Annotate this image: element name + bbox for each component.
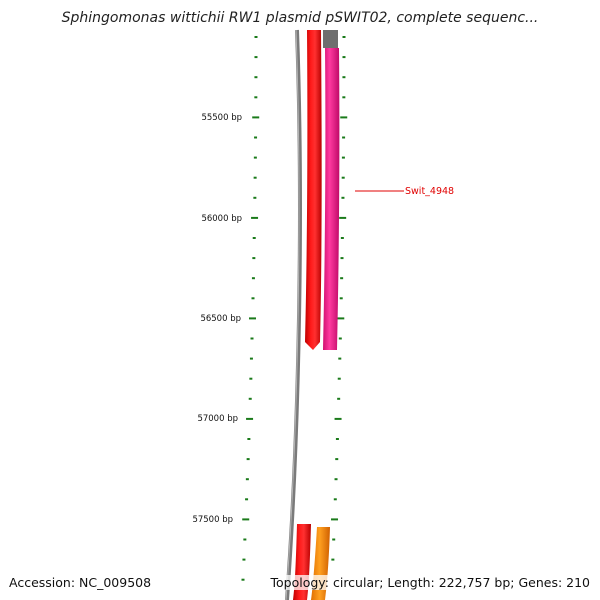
scale-label-57500: 57500 bp <box>192 515 233 525</box>
right-tick-column <box>331 36 348 561</box>
map-title: Sphingomonas wittichii RW1 plasmid pSWIT… <box>61 10 539 26</box>
red-gene-arrow[interactable] <box>305 30 322 350</box>
scale-label-56000: 56000 bp <box>201 214 242 224</box>
accession-text: Accession: NC_009508 <box>9 575 152 590</box>
swit-4948-gene[interactable] <box>323 48 340 350</box>
scale-label-55500: 55500 bp <box>201 113 242 123</box>
plasmid-backbone <box>285 29 302 600</box>
scale-label-57000: 57000 bp <box>197 414 238 424</box>
backbone-highlight <box>285 29 300 600</box>
gray-gene-segment[interactable] <box>323 30 338 48</box>
left-tick-column <box>241 36 260 581</box>
gene-label-swit-4948[interactable]: Swit_4948 <box>405 186 454 197</box>
topology-summary: Topology: circular; Length: 222,757 bp; … <box>270 575 590 590</box>
scale-label-56500: 56500 bp <box>200 314 241 324</box>
